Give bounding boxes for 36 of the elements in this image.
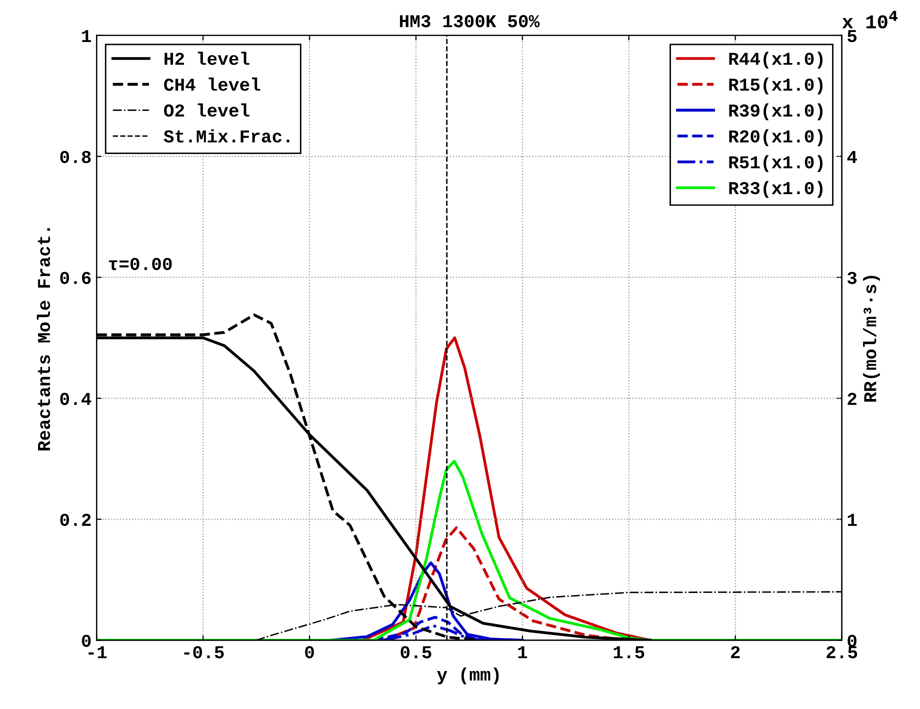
y2-tick-label: 3 [847, 272, 857, 284]
legend-label: St.Mix.Frac. [164, 129, 290, 143]
x-tick-label: 1 [518, 646, 528, 658]
y-tick-label: 1 [82, 30, 91, 42]
y2-axis-title: RR(mol/m³·s) [863, 276, 880, 402]
legend-label: R44(x1.0) [729, 52, 823, 69]
x-tick-label: -0.5 [184, 646, 224, 658]
legend-label: R39(x1.0) [729, 103, 823, 120]
y2-tick-label: 4 [847, 151, 857, 163]
legend-label: R51(x1.0) [729, 155, 823, 172]
legend-label: H2 level [164, 52, 250, 65]
y-tick-label: 0.2 [60, 514, 91, 526]
x-tick-label: 1.5 [614, 646, 644, 658]
legend-label: O2 level [164, 103, 250, 117]
y-tick-label: 0 [82, 634, 91, 647]
x-tick-label: 0 [305, 646, 314, 658]
y-tick-label: 0.6 [60, 272, 91, 284]
y2-tick-label: 5 [848, 30, 857, 42]
x-tick-label: 0.5 [400, 646, 432, 658]
legend-label: CH4 level [164, 78, 260, 91]
y2-tick-label: 0 [848, 634, 856, 647]
x-tick-label: 2 [731, 646, 740, 658]
y-tick-label: 0.8 [60, 150, 91, 164]
chart-title: HM3 1300K 50% [400, 15, 540, 28]
y2-tick-label: 2 [848, 392, 856, 405]
text: x 10$^{4}$ [842, 10, 898, 28]
legend-label: R20(x1.0) [729, 129, 823, 146]
y2-tick-label: 1 [848, 514, 857, 526]
y-tick-label: 0.4 [60, 392, 92, 406]
annotation: τ=0.00 [108, 258, 172, 270]
x-axis-title: y (mm) [437, 667, 499, 684]
legend-label: R15(x1.0) [729, 78, 823, 94]
x-tick-label: -1 [88, 646, 107, 658]
y-axis-title: Reactants Mole Fract. [36, 228, 50, 450]
x-tick-label: 2.5 [826, 646, 858, 658]
legend-label: R33(x1.0) [729, 180, 823, 198]
